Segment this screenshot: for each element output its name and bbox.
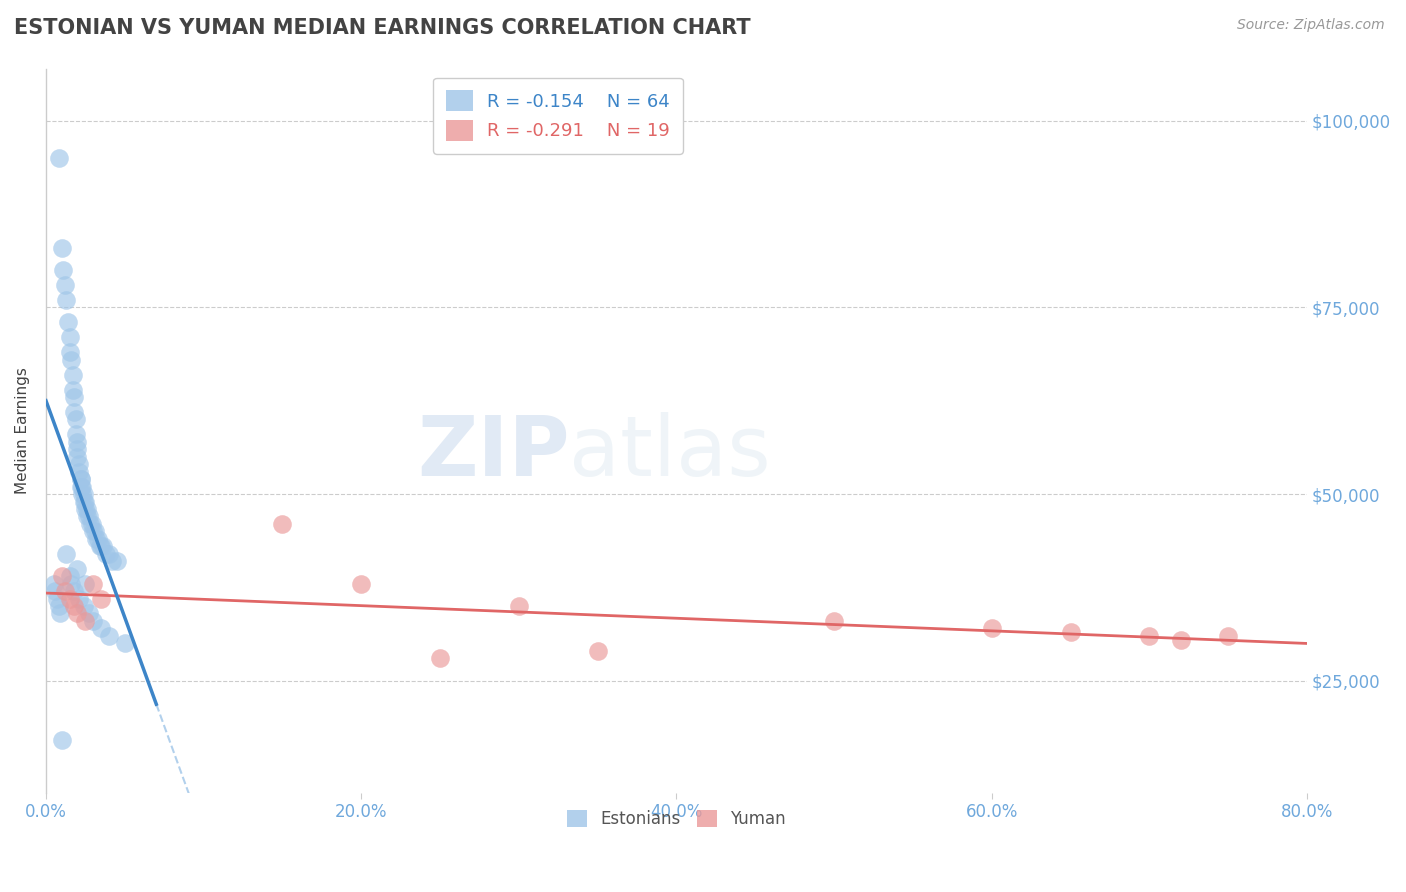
Point xyxy=(48,151,70,165)
Point xyxy=(51,569,73,583)
Point xyxy=(73,487,96,501)
Point xyxy=(73,599,96,613)
Point xyxy=(66,450,89,464)
Point xyxy=(91,539,114,553)
Point xyxy=(76,502,98,516)
Point xyxy=(70,487,93,501)
Point xyxy=(105,554,128,568)
Point xyxy=(60,576,83,591)
Legend: Estonians, Yuman: Estonians, Yuman xyxy=(560,804,793,835)
Point xyxy=(69,472,91,486)
Point xyxy=(51,241,73,255)
Point xyxy=(82,576,104,591)
Point xyxy=(77,607,100,621)
Text: Source: ZipAtlas.com: Source: ZipAtlas.com xyxy=(1237,18,1385,32)
Point xyxy=(56,315,79,329)
Point xyxy=(59,569,82,583)
Point xyxy=(87,532,110,546)
Point xyxy=(53,584,76,599)
Point xyxy=(55,293,77,307)
Point xyxy=(114,636,136,650)
Point xyxy=(65,427,87,442)
Point xyxy=(429,651,451,665)
Point xyxy=(63,599,86,613)
Point xyxy=(44,584,66,599)
Point xyxy=(98,629,121,643)
Point xyxy=(69,472,91,486)
Point xyxy=(80,516,103,531)
Point xyxy=(1170,632,1192,647)
Point xyxy=(66,607,89,621)
Point xyxy=(98,547,121,561)
Point xyxy=(60,352,83,367)
Point xyxy=(65,412,87,426)
Point xyxy=(90,622,112,636)
Point xyxy=(59,591,82,606)
Point xyxy=(75,494,97,508)
Point xyxy=(59,330,82,344)
Point xyxy=(980,622,1002,636)
Point xyxy=(62,368,84,382)
Point xyxy=(55,547,77,561)
Point xyxy=(67,465,90,479)
Point xyxy=(51,733,73,747)
Point xyxy=(75,502,97,516)
Point xyxy=(66,442,89,457)
Point xyxy=(82,614,104,628)
Point xyxy=(42,576,65,591)
Point xyxy=(1059,625,1081,640)
Point xyxy=(89,539,111,553)
Point xyxy=(94,547,117,561)
Point xyxy=(63,405,86,419)
Point xyxy=(75,614,97,628)
Point xyxy=(75,576,97,591)
Point xyxy=(76,509,98,524)
Point xyxy=(63,584,86,599)
Point xyxy=(49,607,72,621)
Point xyxy=(86,532,108,546)
Point xyxy=(90,591,112,606)
Point xyxy=(508,599,530,613)
Text: atlas: atlas xyxy=(569,412,770,492)
Point xyxy=(67,457,90,471)
Point xyxy=(59,345,82,359)
Point xyxy=(53,278,76,293)
Point xyxy=(350,576,373,591)
Text: ZIP: ZIP xyxy=(416,412,569,492)
Point xyxy=(62,383,84,397)
Point xyxy=(66,562,89,576)
Point xyxy=(48,599,70,613)
Point xyxy=(66,434,89,449)
Point xyxy=(67,591,90,606)
Point xyxy=(1137,629,1160,643)
Point xyxy=(73,494,96,508)
Point xyxy=(823,614,845,628)
Point xyxy=(63,390,86,404)
Point xyxy=(79,516,101,531)
Point xyxy=(271,516,294,531)
Y-axis label: Median Earnings: Median Earnings xyxy=(15,368,30,494)
Point xyxy=(82,524,104,539)
Point xyxy=(52,263,75,277)
Point xyxy=(1218,629,1240,643)
Point xyxy=(70,479,93,493)
Point xyxy=(586,644,609,658)
Point xyxy=(83,524,105,539)
Point xyxy=(77,509,100,524)
Point xyxy=(46,591,69,606)
Point xyxy=(69,479,91,493)
Text: ESTONIAN VS YUMAN MEDIAN EARNINGS CORRELATION CHART: ESTONIAN VS YUMAN MEDIAN EARNINGS CORREL… xyxy=(14,18,751,37)
Point xyxy=(90,539,112,553)
Point xyxy=(101,554,124,568)
